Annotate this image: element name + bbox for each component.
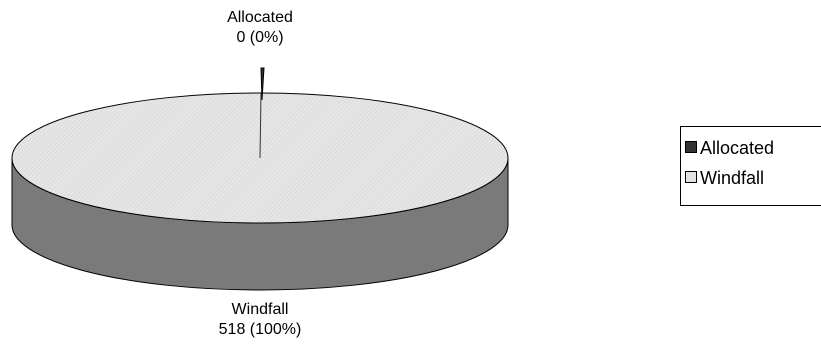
legend-label-allocated: Allocated — [700, 138, 775, 158]
pie-slice-allocated — [259, 92, 262, 159]
legend-item-allocated: Allocated — [685, 137, 774, 159]
data-label-allocated: Allocated 0 (0%) — [180, 8, 340, 48]
data-label-allocated-name: Allocated — [227, 9, 293, 26]
data-label-windfall-value: 518 (100%) — [218, 321, 302, 338]
chart-legend: Allocated Windfall — [680, 126, 821, 206]
data-label-allocated-value: 0 (0%) — [236, 29, 284, 46]
pie-slice-allocated-sliver — [260, 67, 265, 101]
legend-label-windfall: Windfall — [700, 168, 765, 188]
legend-swatch-windfall — [685, 171, 697, 183]
data-label-windfall: Windfall 518 (100%) — [180, 300, 340, 340]
legend-item-windfall: Windfall — [685, 167, 764, 189]
data-label-windfall-name: Windfall — [231, 301, 289, 318]
legend-swatch-allocated — [685, 141, 697, 153]
